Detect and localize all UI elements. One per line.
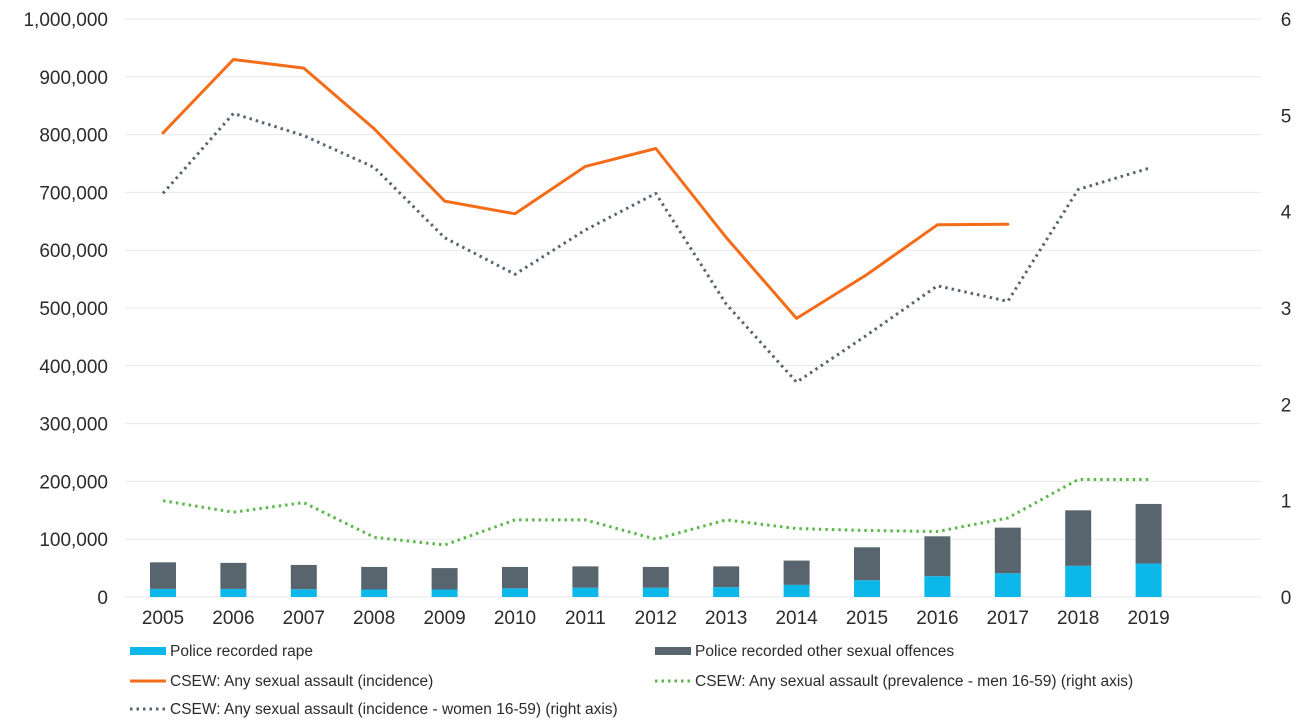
x-tick-label: 2007 <box>283 608 325 629</box>
bar-rape <box>642 587 669 597</box>
bar-rape <box>924 576 951 597</box>
legend-label-incidence_women: CSEW: Any sexual assault (incidence - wo… <box>170 701 618 718</box>
left-tick-label: 400,000 <box>39 357 108 378</box>
left-tick-label: 900,000 <box>39 68 108 89</box>
bar-other-sexual-offences <box>642 566 669 588</box>
x-tick-label: 2008 <box>353 608 395 629</box>
gridlines <box>125 18 1262 598</box>
bar-rape <box>1065 565 1092 597</box>
legend-swatch-rape <box>130 647 166 655</box>
x-tick-label: 2014 <box>775 608 818 629</box>
bar-other-sexual-offences <box>290 564 317 590</box>
right-tick-label: 5 <box>1281 106 1292 127</box>
left-tick-label: 100,000 <box>39 530 108 551</box>
right-tick-label: 6 <box>1281 10 1292 31</box>
bar-other-sexual-offences <box>713 566 740 588</box>
right-tick-label: 3 <box>1281 299 1292 320</box>
bar-rape <box>783 584 810 597</box>
left-tick-label: 600,000 <box>39 241 108 262</box>
bar-rape <box>854 580 880 597</box>
legend-swatch-other <box>655 647 691 655</box>
bar-other-sexual-offences <box>361 566 388 590</box>
bar-rape <box>290 589 317 597</box>
left-tick-label: 200,000 <box>39 472 108 493</box>
bar-rape <box>502 588 528 597</box>
left-tick-label: 700,000 <box>39 183 108 204</box>
bar-other-sexual-offences <box>854 547 880 581</box>
x-tick-label: 2019 <box>1127 608 1169 629</box>
x-tick-label: 2005 <box>142 608 184 629</box>
legend-label-incidence: CSEW: Any sexual assault (incidence) <box>170 673 433 690</box>
x-tick-label: 2018 <box>1057 608 1099 629</box>
right-tick-label: 1 <box>1281 492 1292 513</box>
x-tick-label: 2015 <box>846 608 888 629</box>
bar-other-sexual-offences <box>1135 503 1162 564</box>
bar-rape <box>150 588 176 597</box>
bars <box>150 503 1162 597</box>
bar-other-sexual-offences <box>220 562 247 589</box>
line-incidence <box>161 58 1010 320</box>
bar-other-sexual-offences <box>783 560 810 585</box>
x-tick-label: 2010 <box>494 608 536 629</box>
bar-other-sexual-offences <box>502 566 528 589</box>
right-tick-label: 2 <box>1281 395 1292 416</box>
x-tick-label: 2016 <box>916 608 958 629</box>
x-tick-label: 2009 <box>423 608 465 629</box>
x-tick-label: 2011 <box>565 608 606 629</box>
x-tick-label: 2017 <box>987 608 1029 629</box>
x-axis: 2005 2006 2007 2008 2009 2010 2011 2012 2013 2014… <box>142 608 1170 629</box>
bar-rape <box>572 587 599 597</box>
bar-rape <box>994 573 1021 597</box>
legend-label-prevalence_men: CSEW: Any sexual assault (prevalence - m… <box>695 673 1133 690</box>
left-axis: 0 100,000 200,000 300,000 400,000 500,000 600,… <box>23 10 108 609</box>
left-tick-label: 300,000 <box>39 415 108 436</box>
legend: Police recorded rape Police recorded othe… <box>130 643 1133 718</box>
bar-other-sexual-offences <box>572 566 599 588</box>
bar-rape <box>713 587 740 597</box>
bar-other-sexual-offences <box>1065 510 1092 566</box>
line-incidence_women <box>161 111 1150 384</box>
legend-label-other: Police recorded other sexual offences <box>695 643 954 660</box>
x-tick-label: 2012 <box>635 608 677 629</box>
left-tick-label: 0 <box>97 588 108 609</box>
left-tick-label: 800,000 <box>39 126 108 147</box>
bar-other-sexual-offences <box>924 536 951 577</box>
legend-label-rape: Police recorded rape <box>170 643 313 660</box>
right-tick-label: 4 <box>1281 203 1292 224</box>
left-tick-label: 500,000 <box>39 299 108 320</box>
right-axis: 0 1 2 3 4 5 6 <box>1281 10 1292 609</box>
x-tick-label: 2013 <box>705 608 747 629</box>
bar-other-sexual-offences <box>431 568 458 590</box>
bar-rape <box>431 589 458 597</box>
x-tick-label: 2006 <box>212 608 254 629</box>
lines <box>161 58 1150 547</box>
bar-rape <box>1135 563 1162 597</box>
bar-other-sexual-offences <box>994 527 1021 574</box>
left-tick-label: 1,000,000 <box>23 10 108 31</box>
right-tick-label: 0 <box>1281 588 1292 609</box>
bar-rape <box>220 588 247 597</box>
bar-rape <box>361 589 388 597</box>
bar-other-sexual-offences <box>150 562 176 589</box>
